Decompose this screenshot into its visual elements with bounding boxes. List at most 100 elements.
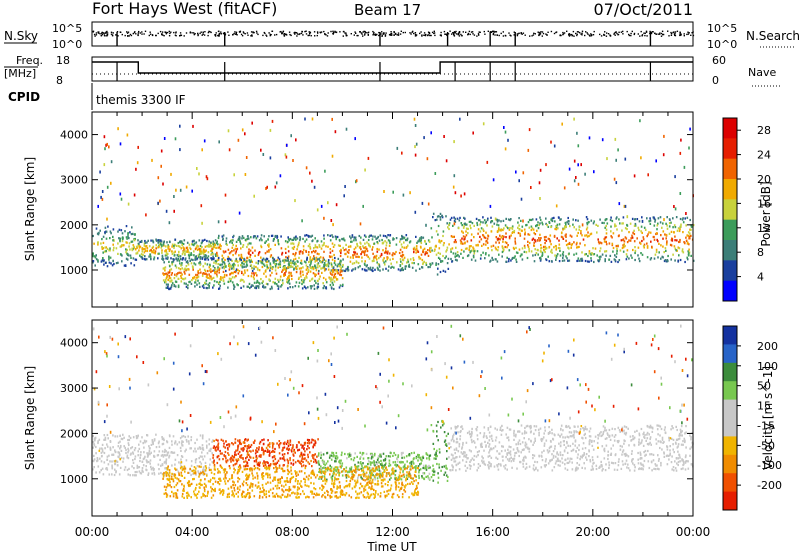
nsky-point (646, 35, 648, 37)
range-cell (225, 461, 228, 464)
range-cell (311, 117, 314, 121)
range-cell (204, 281, 206, 284)
range-cell (153, 258, 155, 261)
range-cell (428, 477, 430, 480)
nsky-point (382, 33, 384, 35)
range-cell (222, 238, 224, 241)
range-cell (253, 265, 255, 268)
range-cell (271, 119, 274, 123)
range-cell (257, 262, 259, 265)
range-cell (685, 239, 688, 242)
range-cell (301, 446, 303, 449)
nsky-point (496, 34, 498, 36)
range-cell (152, 240, 154, 243)
range-cell (126, 241, 128, 244)
range-cell (485, 231, 487, 234)
range-cell (136, 470, 138, 474)
range-cell (287, 240, 289, 243)
range-cell (623, 243, 625, 246)
range-cell (359, 457, 361, 460)
range-cell (189, 280, 191, 283)
range-cell (491, 256, 493, 259)
range-cell (224, 193, 227, 197)
range-cell (464, 236, 466, 239)
nsky-point (236, 34, 238, 36)
range-cell (129, 254, 132, 257)
range-cell (419, 237, 421, 240)
range-cell (111, 466, 113, 469)
range-cell (274, 263, 276, 266)
range-cell (224, 265, 226, 268)
range-cell (639, 241, 641, 244)
range-cell (347, 251, 350, 254)
range-cell (160, 239, 162, 242)
range-cell (259, 454, 261, 457)
range-cell (97, 204, 99, 208)
range-cell (482, 243, 485, 246)
range-cell (334, 235, 337, 238)
range-cell (674, 239, 676, 242)
nsky-point (541, 31, 544, 33)
range-cell (379, 463, 382, 466)
range-cell (164, 448, 166, 451)
range-cell (624, 157, 627, 161)
range-cell (232, 254, 234, 257)
range-cell (453, 235, 455, 238)
nsky-point (234, 33, 237, 35)
range-cell (128, 443, 130, 447)
range-cell (191, 189, 193, 193)
range-cell (407, 265, 410, 268)
range-cell (568, 247, 570, 250)
range-cell (179, 255, 182, 258)
range-cell (215, 242, 218, 245)
nsky-point (630, 32, 632, 35)
range-cell (268, 445, 271, 448)
nsky-point (228, 34, 230, 36)
range-cell (505, 232, 507, 235)
range-cell (232, 265, 235, 268)
range-cell (213, 460, 215, 463)
range-cell (292, 242, 295, 245)
range-cell (392, 237, 394, 240)
range-cell (219, 284, 221, 287)
range-cell (131, 240, 134, 243)
range-cell (188, 273, 191, 276)
range-cell (166, 468, 168, 471)
range-cell (269, 442, 271, 445)
range-cell (413, 117, 416, 121)
range-cell (234, 453, 236, 456)
range-cell (323, 237, 325, 240)
range-cell (655, 250, 658, 254)
range-cell (292, 238, 295, 241)
range-cell (403, 237, 405, 240)
range-cell (405, 474, 408, 477)
range-cell (424, 253, 426, 256)
range-cell (384, 260, 387, 263)
range-cell (101, 467, 104, 470)
range-cell (234, 438, 237, 441)
range-cell (101, 443, 104, 446)
range-cell (316, 240, 318, 243)
range-cell (181, 242, 183, 245)
range-cell (618, 259, 621, 262)
range-cell (309, 245, 311, 249)
range-cell (601, 221, 603, 224)
range-cell (269, 255, 272, 258)
range-cell (314, 439, 316, 442)
range-cell (166, 275, 168, 278)
range-cell (585, 253, 587, 256)
range-cell (246, 285, 249, 288)
range-cell (297, 459, 299, 462)
range-cell (313, 185, 316, 189)
range-cell (318, 245, 321, 248)
nsky-point (296, 35, 298, 37)
range-cell (261, 439, 263, 442)
range-cell (143, 244, 146, 247)
range-cell (503, 227, 505, 230)
range-cell (667, 254, 669, 258)
range-cell (285, 155, 288, 159)
range-cell (518, 228, 521, 231)
range-cell (317, 272, 320, 275)
range-cell (131, 226, 133, 229)
nsky-point (214, 34, 217, 36)
